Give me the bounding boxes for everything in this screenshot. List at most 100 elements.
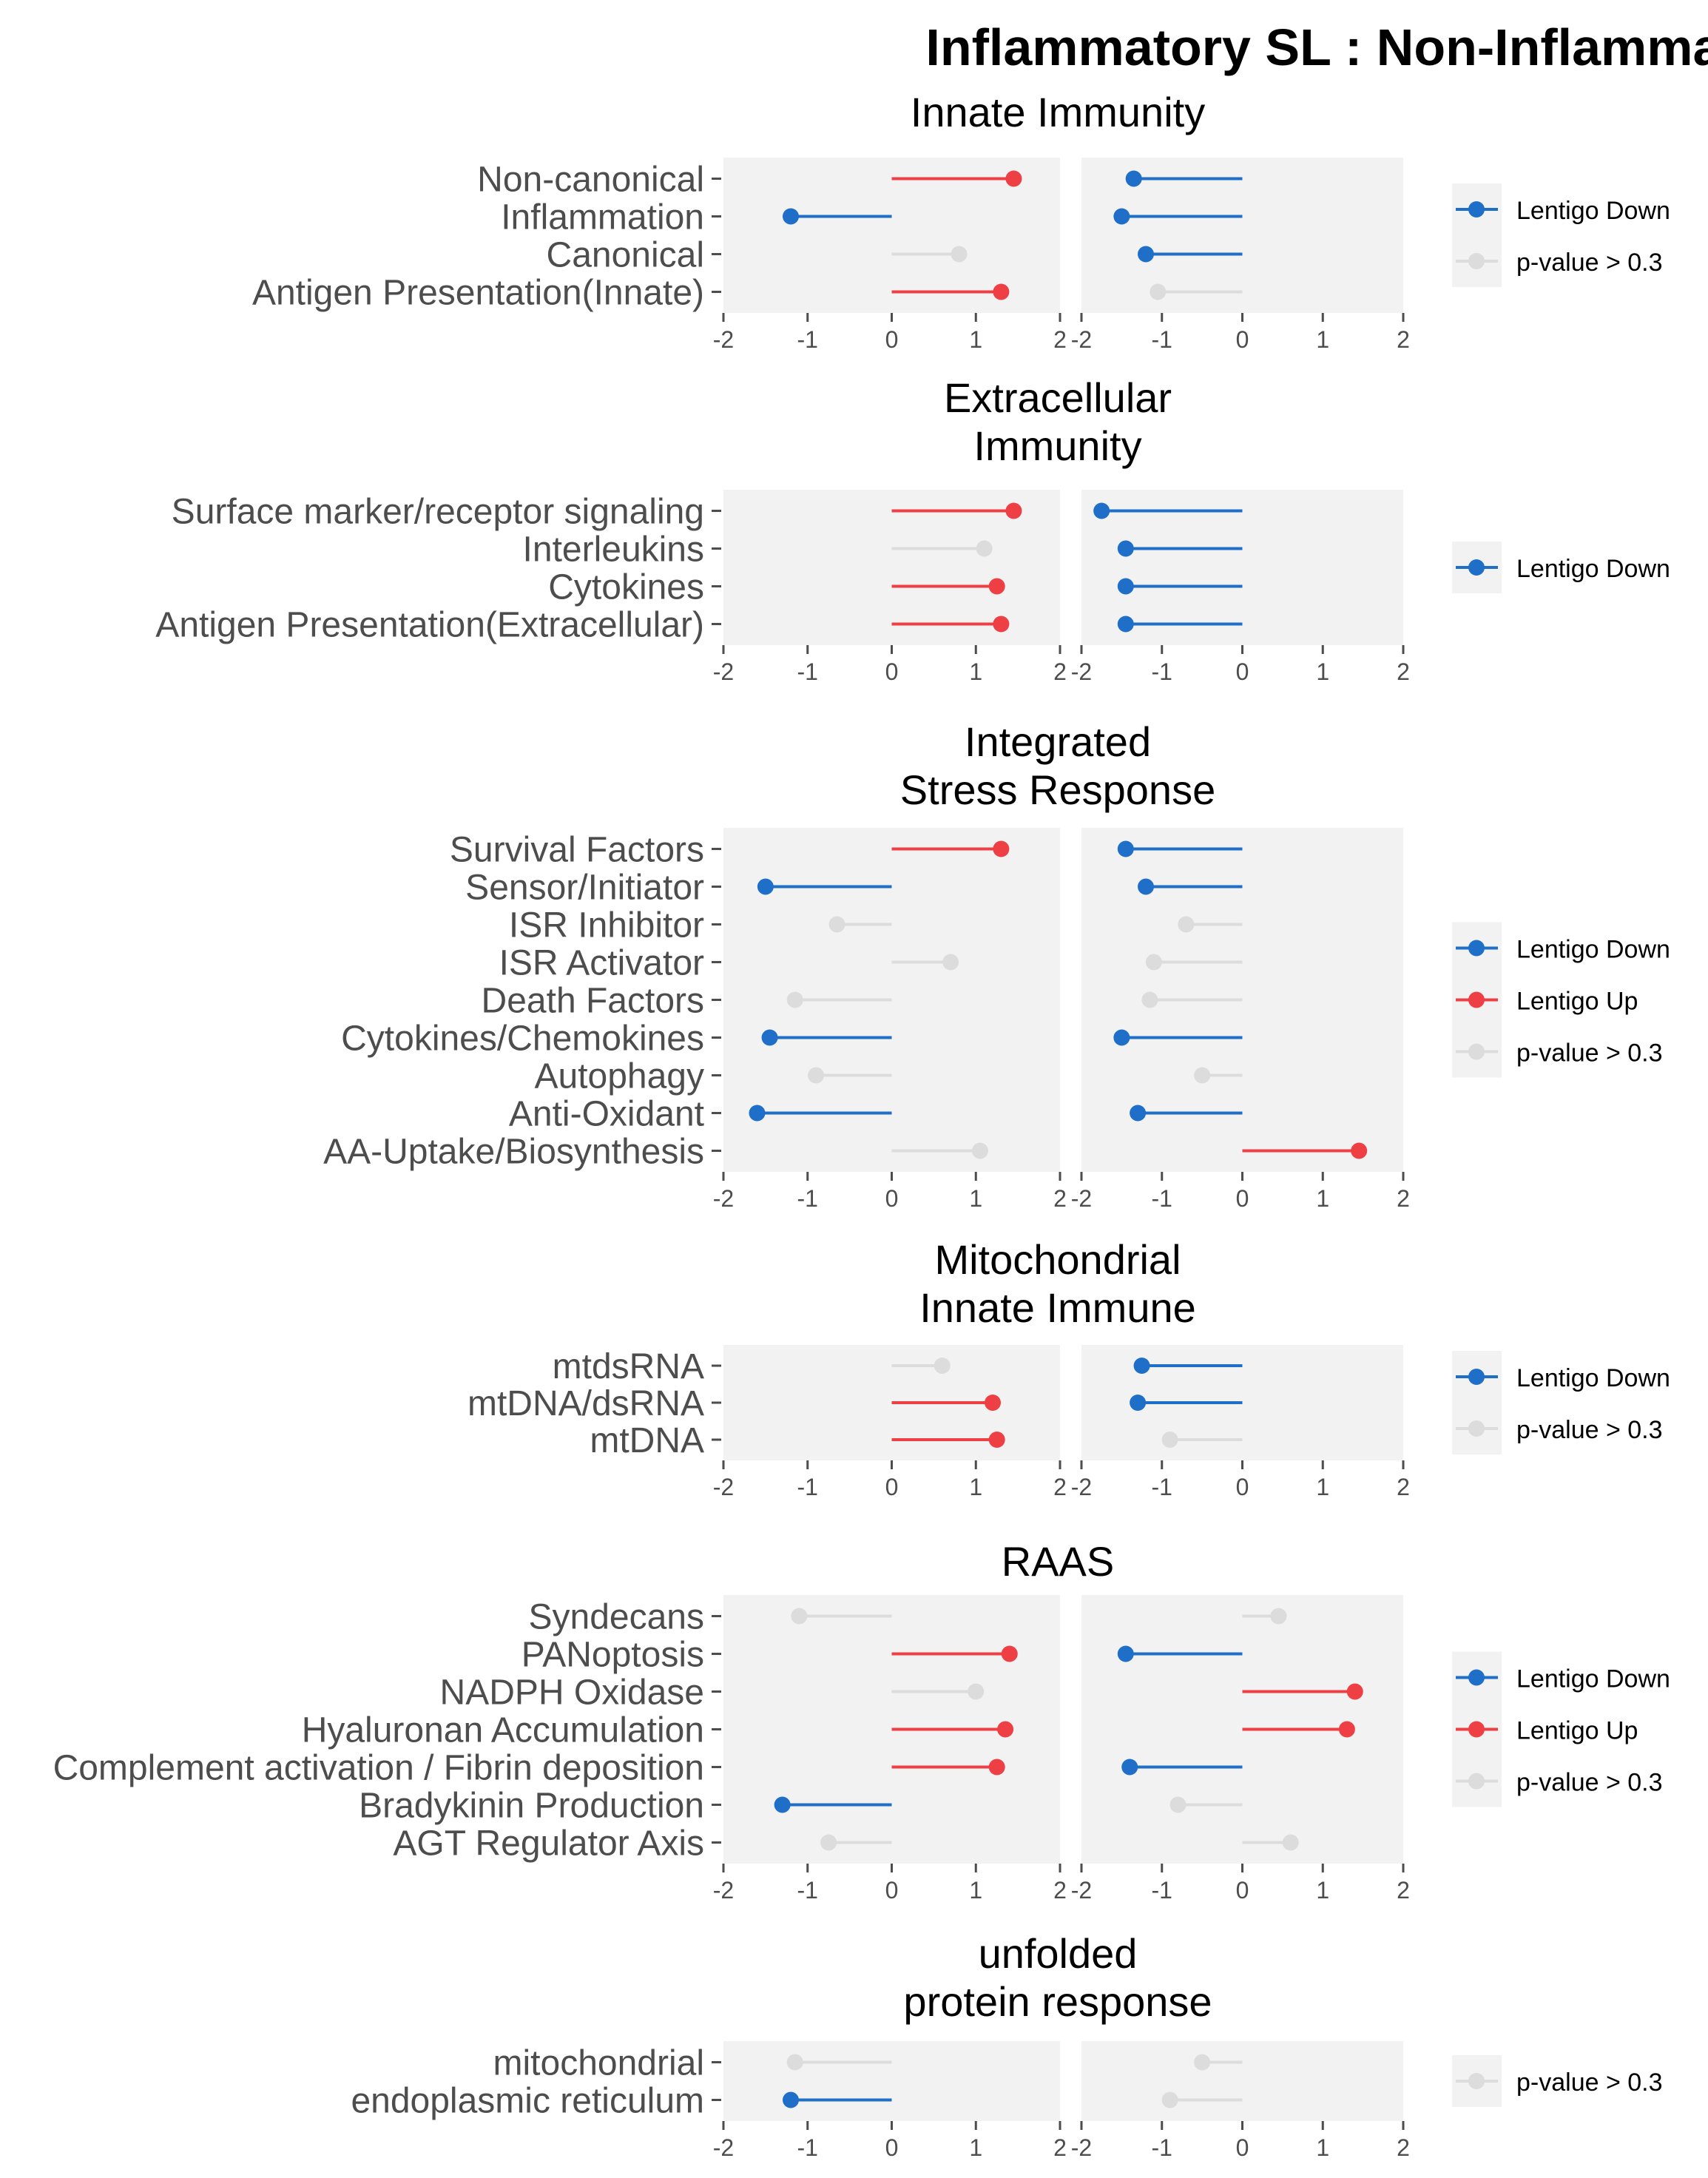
section-title: unfolded xyxy=(979,1930,1138,1977)
lollipop-point xyxy=(934,1358,951,1374)
legend: p-value > 0.3 xyxy=(1452,2055,1663,2107)
facet-panel-1: -2 -1 0 1 2 xyxy=(1071,1345,1410,1500)
legend-label: Lentigo Up xyxy=(1516,988,1638,1016)
category-label: AGT Regulator Axis xyxy=(393,1824,704,1864)
facet-panel-0: -2 -1 0 1 2 xyxy=(713,490,1067,685)
facet-panel-1: -2 -1 0 1 2 xyxy=(1071,1595,1410,1904)
lollipop-point xyxy=(1005,170,1022,187)
lollipop-point xyxy=(1117,540,1134,557)
lollipop-point xyxy=(993,616,1010,633)
facet-panel-1: -2 -1 0 1 2 xyxy=(1071,158,1410,353)
x-tick-label: 2 xyxy=(1397,658,1410,685)
legend-label: Lentigo Down xyxy=(1516,1665,1670,1693)
legend-key-point xyxy=(1468,1669,1485,1686)
lollipop-point xyxy=(1130,1105,1147,1122)
lollipop-point xyxy=(1121,1759,1138,1776)
lollipop-point xyxy=(791,1608,808,1625)
x-tick-label: 2 xyxy=(1397,1185,1410,1212)
legend-label: Lentigo Down xyxy=(1516,936,1670,964)
section-title: Integrated xyxy=(965,718,1151,765)
legend-key-point xyxy=(1468,559,1485,576)
lollipop-point xyxy=(1138,878,1154,895)
x-tick-label: -2 xyxy=(1071,658,1092,685)
legend-label: p-value > 0.3 xyxy=(1516,1769,1663,1797)
x-tick-label: -1 xyxy=(1152,1877,1172,1904)
category-label: AA-Uptake/Biosynthesis xyxy=(323,1133,704,1172)
category-label: NADPH Oxidase xyxy=(440,1673,704,1713)
facet-panel-0: -2 -1 0 1 2 xyxy=(713,1595,1067,1904)
facet-panel-0: -2 -1 0 1 2 xyxy=(713,158,1067,353)
legend: Lentigo Down Lentigo Up p-value > 0.3 xyxy=(1452,1651,1670,1807)
category-label: Canonical xyxy=(547,236,704,275)
x-tick-label: 1 xyxy=(1316,1185,1329,1212)
category-label: mtDNA/dsRNA xyxy=(467,1384,704,1423)
lollipop-point xyxy=(951,246,968,263)
lollipop-point xyxy=(968,1683,985,1700)
panel-background xyxy=(1081,2041,1403,2121)
lollipop-point xyxy=(757,878,774,895)
lollipop-point xyxy=(1169,1796,1187,1813)
legend-key-point xyxy=(1468,1721,1485,1738)
legend-key-background xyxy=(1452,183,1502,287)
category-label: Non-canonical xyxy=(477,161,704,200)
section-title: Innate Immune xyxy=(919,1284,1196,1331)
lollipop-point xyxy=(783,208,799,225)
lollipop-point xyxy=(993,283,1010,300)
category-label: ISR Activator xyxy=(499,944,704,983)
category-label: Autophagy xyxy=(534,1057,704,1096)
x-tick-label: -1 xyxy=(1152,658,1172,685)
x-tick-label: 1 xyxy=(1316,658,1329,685)
x-tick-label: 2 xyxy=(1053,1877,1067,1904)
x-tick-label: -2 xyxy=(713,2134,734,2161)
lollipop-point xyxy=(786,991,803,1008)
category-label: Syndecans xyxy=(529,1598,705,1637)
panel-background xyxy=(723,2041,1060,2121)
x-tick-label: -2 xyxy=(1071,1474,1092,1500)
category-label: Survival Factors xyxy=(450,831,704,870)
lollipop-point xyxy=(808,1067,825,1084)
legend-label: p-value > 0.3 xyxy=(1516,2069,1663,2097)
lollipop-point xyxy=(1145,954,1162,971)
lollipop-point xyxy=(1351,1142,1368,1159)
lollipop-point xyxy=(1001,1645,1018,1662)
lollipop-point xyxy=(783,2091,799,2108)
category-label: Sensor/Initiator xyxy=(465,869,704,908)
panel-background xyxy=(1081,490,1403,645)
category-label: Antigen Presentation(Extracellular) xyxy=(155,606,704,645)
lollipop-point xyxy=(761,1029,778,1046)
lollipop-point xyxy=(1117,578,1134,595)
x-tick-label: 2 xyxy=(1397,1877,1410,1904)
lollipop-point xyxy=(774,1796,791,1813)
category-label: Hyaluronan Accumulation xyxy=(302,1711,704,1750)
legend: Lentigo Down Lentigo Up p-value > 0.3 xyxy=(1452,922,1670,1078)
x-tick-label: -1 xyxy=(1152,326,1172,353)
x-tick-label: 1 xyxy=(1316,1474,1329,1500)
x-tick-label: 0 xyxy=(1236,1877,1249,1904)
x-tick-label: -1 xyxy=(797,326,818,353)
lollipop-point xyxy=(786,2054,803,2071)
lollipop-point xyxy=(985,1395,1001,1411)
lollipop-point xyxy=(976,540,993,557)
lollipop-point xyxy=(988,578,1005,595)
section-title: RAAS xyxy=(1002,1538,1115,1585)
lollipop-point xyxy=(1117,1645,1134,1662)
x-tick-label: 2 xyxy=(1053,2134,1067,2161)
lollipop-point xyxy=(988,1759,1005,1776)
x-tick-label: -2 xyxy=(713,326,734,353)
x-tick-label: -2 xyxy=(1071,326,1092,353)
x-tick-label: -2 xyxy=(713,1877,734,1904)
lollipop-point xyxy=(1117,616,1134,633)
x-tick-label: -2 xyxy=(713,1474,734,1500)
x-tick-label: 0 xyxy=(1236,1185,1249,1212)
category-label: Cytokines xyxy=(548,568,704,607)
x-tick-label: 1 xyxy=(969,1877,982,1904)
section-title: protein response xyxy=(903,1978,1212,2025)
lollipop-point xyxy=(993,840,1010,857)
x-tick-label: 0 xyxy=(1236,2134,1249,2161)
x-tick-label: 2 xyxy=(1397,326,1410,353)
category-label: Antigen Presentation(Innate) xyxy=(252,274,704,313)
x-tick-label: 1 xyxy=(969,2134,982,2161)
